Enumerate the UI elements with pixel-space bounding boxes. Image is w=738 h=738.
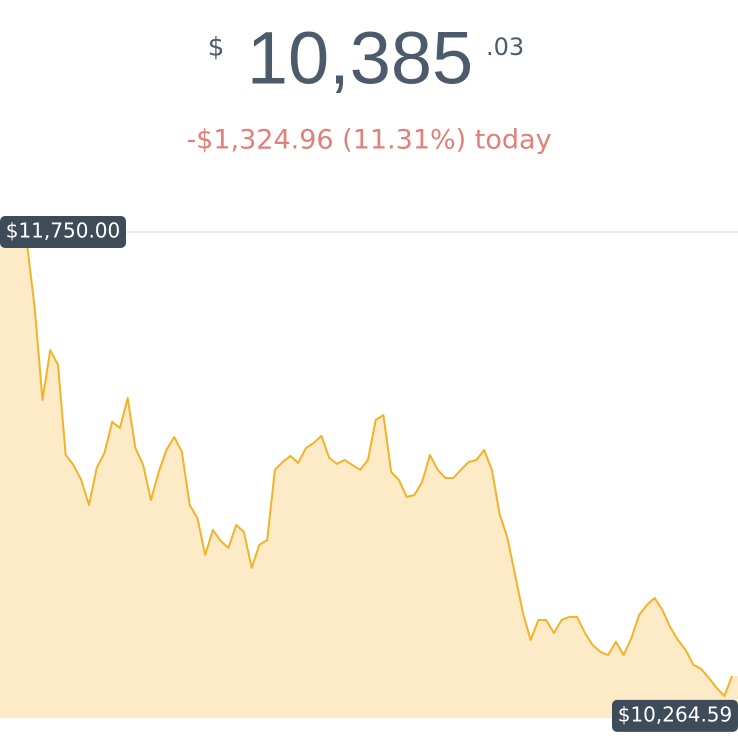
price-badge (0, 216, 126, 248)
price-cents: .03 (486, 33, 524, 61)
price: 10,385 (247, 17, 473, 100)
price-badge-label: $11,750.00 (6, 219, 121, 243)
area-fill (0, 241, 738, 718)
price-change: -$1,324.96 (11.31%) today (186, 125, 551, 156)
chart: 23:003:007:0011:0015:0019:00$11,750.00$1… (0, 216, 738, 738)
price-badge (612, 699, 738, 732)
price-badge-label: $10,264.59 (618, 702, 733, 726)
price-line (3, 240, 734, 697)
currency-sign: $ (208, 33, 225, 63)
